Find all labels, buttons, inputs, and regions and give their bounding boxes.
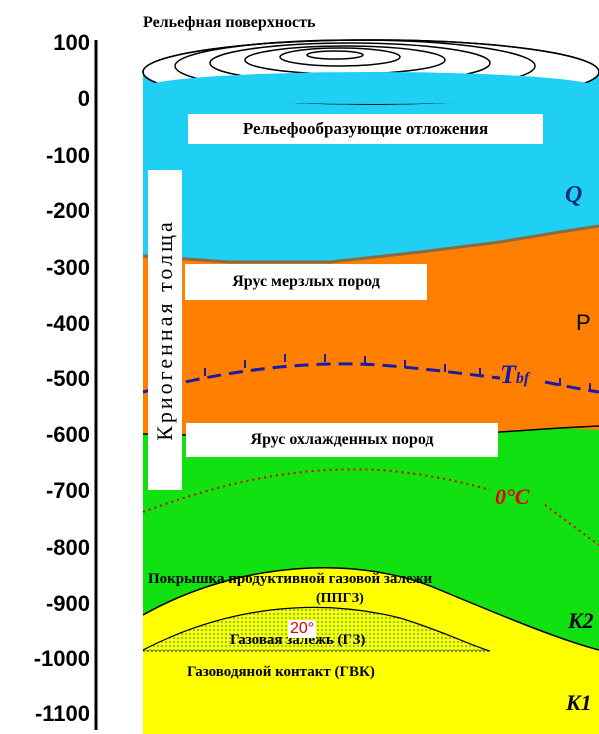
tbf-ticks <box>204 354 591 391</box>
q-marker: Q <box>565 182 583 208</box>
zero-celsius-marker: 0°C <box>495 484 530 509</box>
relief-sky-ellipse <box>143 72 599 104</box>
depth-tick: -300 <box>45 255 90 280</box>
p-marker: P <box>576 310 591 335</box>
cap-rock-label: Покрышка продуктивной газовой залежи <box>148 571 433 587</box>
depth-tick: -500 <box>45 366 90 391</box>
cryogenic-stratum-label: Криогенная толща <box>148 170 182 490</box>
depth-tick: -800 <box>45 535 90 560</box>
k1-marker: K1 <box>566 690 592 715</box>
depth-tick: -100 <box>45 143 90 168</box>
gas-water-contact-label: Газоводяной контакт (ГВК) <box>187 664 375 680</box>
zero-isotherm-line-right <box>544 504 599 546</box>
depth-tick: -200 <box>45 198 90 223</box>
relief-deposits-label: Рельефообразующие отложения <box>188 114 543 144</box>
cap-rock-top-line <box>142 567 599 651</box>
depth-tick: -400 <box>45 311 90 336</box>
depth-tick: -1100 <box>34 701 90 726</box>
depth-tick: -600 <box>45 422 90 447</box>
k2-marker: K2 <box>568 608 594 633</box>
cryogenic-stratum-text: Криогенная толща <box>152 219 177 441</box>
cooled-tier-label: Ярус охлажденных пород <box>186 423 498 457</box>
tbf-t: T <box>500 360 516 389</box>
tbf-dashed-line-right <box>544 380 599 394</box>
depth-tick: -700 <box>45 478 90 503</box>
gas-deposit-top-line <box>142 606 491 652</box>
gas-deposit-label: Газовая залежь (ГЗ) <box>230 632 366 648</box>
page-title: Рельефная поверхность <box>143 14 316 31</box>
depth-tick: 100 <box>53 30 90 55</box>
cap-rock-abbr: (ППГЗ) <box>316 591 364 606</box>
gas-deposit-dome <box>143 607 490 651</box>
depth-tick: 0 <box>77 86 90 111</box>
tbf-marker: Tbf <box>500 360 529 390</box>
tbf-subscript: bf <box>515 370 530 387</box>
frozen-tier-label: Ярус мерзлых пород <box>185 264 427 300</box>
depth-tick: -900 <box>45 591 90 616</box>
temperature-marker: 20° <box>288 620 317 638</box>
q-boundary-line <box>142 224 599 264</box>
depth-tick: -1000 <box>33 646 90 671</box>
